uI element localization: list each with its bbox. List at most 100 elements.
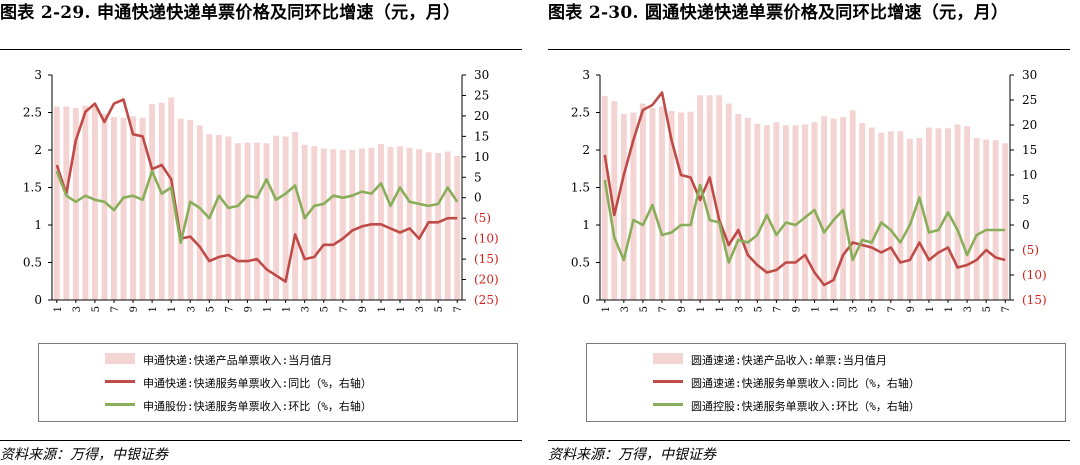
y2-tick-label: (5) — [474, 211, 491, 225]
x-tick-label: 2022-11 — [696, 306, 707, 312]
x-tick-label: 2023-05 — [753, 306, 764, 312]
legend-right: 圆通速递:快递产品收入:单票:当月值月 圆通速递:快递服务单票收入:同比（%，右… — [586, 343, 1066, 422]
x-tick-label: 2024-03 — [849, 306, 860, 312]
legend-label: 申通快递:快递服务单票收入:同比（%，右轴） — [143, 377, 372, 390]
x-tick-label: 2022-03 — [620, 306, 631, 312]
y-tick-label: 2.5 — [23, 106, 42, 120]
bar — [706, 95, 713, 300]
bar — [859, 123, 866, 300]
y2-tick-label: (15) — [474, 252, 499, 266]
bar — [630, 112, 637, 300]
x-tick-label: 2024-07 — [339, 306, 350, 312]
y-tick-label: 2.5 — [571, 106, 590, 120]
source-note: 资料来源：万得，中银证券 — [0, 447, 168, 463]
title-rule — [548, 49, 1070, 50]
bar — [72, 108, 79, 300]
bar — [139, 117, 146, 300]
y2-tick-label: 30 — [1022, 68, 1037, 82]
legend-swatch-yoy — [105, 380, 135, 383]
x-tick-label: 2024-11 — [377, 306, 388, 312]
x-tick-label: 2022-07 — [658, 306, 669, 312]
x-tick-label: 2023-03 — [186, 306, 197, 312]
legend-swatch-mom — [105, 403, 135, 406]
chart-left: 0 0.5 1 1.5 2 2.5 3 (25) (20) (15) (10) (5) 0 5 10 15 20… — [23, 68, 499, 312]
bar — [744, 117, 751, 300]
bar — [82, 105, 89, 300]
bar — [311, 146, 318, 300]
x-tick-label: 2024-07 — [887, 306, 898, 312]
source-rule — [548, 440, 1070, 441]
x-tick-label: 2022-03 — [72, 306, 83, 312]
x-tick-label: 2022-07 — [110, 306, 121, 312]
x-tick-label: 2023-05 — [205, 306, 216, 312]
x-tick-label: 2024-05 — [320, 306, 331, 312]
bar — [878, 132, 885, 300]
bar — [659, 106, 665, 300]
y-tick-label: 2 — [582, 143, 590, 157]
bar — [687, 111, 694, 300]
bar — [330, 149, 337, 300]
bar — [620, 114, 627, 300]
y2-tick-label: 10 — [474, 150, 489, 164]
bar — [234, 143, 241, 300]
mom-line — [603, 179, 1006, 264]
y2-tick-label: 0 — [474, 191, 482, 205]
bar — [830, 118, 837, 300]
bar — [387, 147, 394, 300]
x-tick-label: 2023-07 — [772, 306, 783, 312]
bar — [91, 105, 98, 300]
yoy-line — [603, 91, 1006, 287]
chart-panel-left: 图表 2-29. 申通快递快递单票价格及同环比增速（元，月） 0 0.5 1 1.5 2… — [0, 0, 522, 465]
bar — [821, 116, 828, 300]
bar — [187, 120, 194, 300]
bar — [887, 131, 894, 300]
bar — [215, 135, 222, 300]
x-tick-label: 2024-01 — [282, 306, 293, 312]
bar — [754, 123, 761, 300]
x-tick-label: 2022-05 — [639, 306, 650, 312]
legend-label: 圆通速递:快递产品收入:单票:当月值月 — [691, 354, 887, 367]
bar — [263, 143, 270, 300]
y2-tick-label: 25 — [474, 88, 489, 102]
bar — [935, 128, 942, 300]
y2-tick-label: (15) — [1022, 293, 1047, 307]
bar — [601, 96, 608, 300]
panel-title: 图表 2-29. 申通快递快递单票价格及同环比增速（元，月） — [0, 3, 461, 23]
chart-right: 0 0.5 1 1.5 2 2.5 3 (15) (10) (5) 0 5 10 15 20 25 30 2022… — [571, 68, 1047, 312]
bar — [254, 142, 260, 300]
title-rule — [0, 49, 522, 50]
bar — [292, 132, 299, 300]
bar — [339, 150, 346, 300]
bar — [425, 152, 432, 300]
bar — [639, 103, 646, 300]
bar — [611, 101, 618, 300]
bar — [53, 106, 60, 300]
y-tick-label: 0.5 — [571, 256, 590, 270]
x-tick-label: 2024-11 — [925, 306, 936, 312]
x-tick-label: 2023-01 — [167, 306, 178, 312]
bar — [897, 131, 904, 300]
x-tick-label: 2022-05 — [91, 306, 102, 312]
legend-label: 圆通控股:快递服务单票收入:环比（%，右轴） — [691, 400, 920, 413]
bar — [1002, 143, 1009, 300]
x-tick-label: 2022-11 — [148, 306, 159, 312]
y2-tick-label: (20) — [474, 273, 499, 287]
panel-title: 图表 2-30. 圆通快递快递单票价格及同环比增速（元，月） — [548, 3, 1009, 23]
x-tick-label: 2022-09 — [129, 306, 140, 312]
bar — [101, 114, 108, 300]
bar — [225, 136, 232, 300]
y2-tick-label: 5 — [474, 170, 482, 184]
y2-tick-label: 15 — [474, 129, 489, 143]
bar — [397, 146, 403, 300]
x-tick-label: 2023-11 — [811, 306, 822, 312]
bar — [802, 124, 808, 300]
bar — [725, 103, 732, 300]
y-tick-label: 0 — [34, 293, 42, 307]
bar — [416, 149, 423, 300]
bar — [444, 151, 451, 300]
y2-tick-label: (25) — [474, 293, 499, 307]
y2-tick-label: 0 — [1022, 218, 1030, 232]
